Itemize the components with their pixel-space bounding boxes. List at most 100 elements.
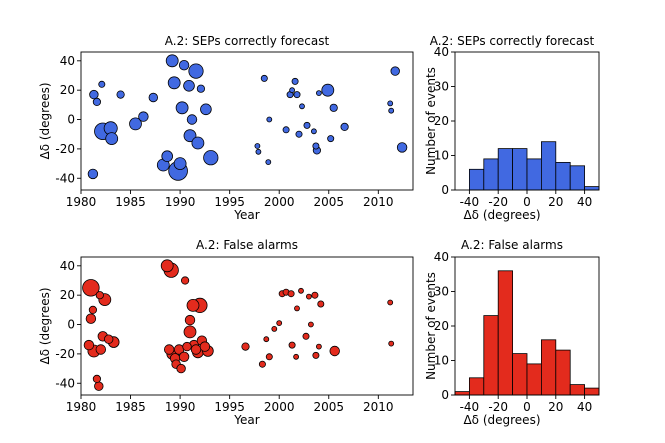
x-tick-label: 1990 — [165, 400, 196, 414]
scatter-point — [183, 80, 195, 92]
scatter-panel-seps-correct: A.2: SEPs correctly forecast Year Δδ (de… — [38, 34, 414, 222]
scatter-point — [196, 84, 205, 93]
scatter-point — [200, 103, 212, 116]
y-tick-label: 40 — [434, 250, 449, 264]
scatter-point — [83, 339, 95, 351]
scatter-point — [103, 334, 114, 344]
scatter-point — [265, 159, 272, 166]
histogram-bar — [468, 377, 485, 396]
marks-layer — [82, 259, 395, 391]
y-tick-label: 20 — [60, 288, 75, 302]
marks-layer — [87, 54, 408, 181]
x-axis-label: Δδ (degrees) — [463, 413, 540, 427]
scatter-point — [396, 142, 408, 153]
plot-frame — [80, 51, 414, 191]
y-tick-label: -40 — [55, 376, 75, 390]
scatter-point — [89, 89, 99, 100]
histogram-bar — [526, 363, 542, 396]
panel-title: A.2: SEPs correctly forecast — [430, 34, 595, 48]
scatter-point — [307, 321, 314, 328]
scatter-point — [161, 150, 174, 163]
scatter-point — [317, 300, 325, 308]
panel-title: A.2: SEPs correctly forecast — [165, 34, 330, 48]
scatter-point — [165, 54, 179, 68]
marks-layer — [454, 270, 600, 396]
scatter-point — [116, 90, 125, 99]
scatter-point — [160, 259, 174, 273]
scatter-point — [178, 351, 190, 363]
scatter-point — [241, 342, 250, 351]
x-tick-label: 2010 — [363, 400, 394, 414]
histogram-bar — [497, 270, 514, 396]
histogram-bar — [497, 148, 514, 191]
y-tick-label: 0 — [67, 113, 75, 127]
scatter-point — [303, 121, 311, 129]
y-tick-label: 20 — [434, 319, 449, 333]
y-tick-label: 20 — [434, 114, 449, 128]
scatter-point — [87, 168, 99, 180]
scatter-point — [329, 345, 340, 357]
x-tick-label: 2010 — [363, 195, 394, 209]
histogram-panel-false-alarms: A.2: False alarms Δδ (degrees) Number of… — [424, 238, 600, 427]
scatter-point — [188, 63, 204, 79]
y-tick-label: 30 — [434, 285, 449, 299]
scatter-point — [287, 290, 295, 298]
scatter-point — [311, 291, 319, 299]
scatter-point — [321, 83, 335, 97]
histogram-bar — [555, 161, 571, 191]
scatter-point — [182, 341, 192, 352]
scatter-point — [315, 343, 322, 350]
histogram-bar — [584, 186, 600, 191]
scatter-point — [289, 87, 296, 94]
scatter-point — [310, 128, 317, 135]
y-tick-label: 40 — [60, 259, 75, 273]
scatter-point — [288, 341, 296, 349]
histogram-bar — [483, 158, 499, 191]
y-tick-label: -20 — [55, 347, 75, 361]
x-tick-label: 1980 — [66, 195, 97, 209]
y-axis-label: Number of events — [424, 272, 438, 380]
x-tick-label: -40 — [460, 195, 480, 209]
scatter-panel-false-alarms: A.2: False alarms Year Δδ (degrees) 1980… — [38, 238, 414, 427]
histogram-bar — [569, 165, 586, 191]
histogram-bar — [512, 148, 528, 191]
y-tick-label: 0 — [67, 318, 75, 332]
scatter-point — [92, 97, 102, 107]
scatter-point — [263, 336, 270, 343]
scatter-point — [95, 344, 107, 355]
panel-title: A.2: False alarms — [461, 238, 563, 252]
x-tick-label: -20 — [488, 400, 508, 414]
histogram-bar — [483, 315, 499, 396]
ticks-layer: 1980 1985 1990 1995 2000 2005 2010 -40 -20 0 20 40 — [55, 259, 393, 414]
x-tick-label: 0 — [523, 400, 531, 414]
scatter-point — [387, 299, 394, 306]
scatter-point — [390, 66, 400, 76]
y-axis-label: Number of events — [424, 67, 438, 175]
scatter-point — [184, 314, 196, 326]
scatter-point — [258, 360, 266, 368]
scatter-point — [186, 114, 198, 125]
x-tick-label: 2000 — [264, 195, 295, 209]
histogram-bar — [454, 391, 470, 396]
y-tick-label: 10 — [434, 149, 449, 163]
scatter-point — [95, 291, 104, 300]
scatter-point — [276, 320, 283, 327]
scatter-point — [129, 117, 142, 131]
x-tick-label: 20 — [548, 195, 563, 209]
scatter-point — [148, 92, 159, 103]
scatter-point — [302, 332, 310, 340]
y-tick-label: 0 — [441, 388, 449, 402]
scatter-point — [163, 344, 175, 355]
scatter-point — [92, 374, 102, 383]
scatter-point — [88, 305, 98, 314]
scatter-point — [282, 126, 290, 134]
scatter-point — [266, 116, 273, 123]
y-axis-label: Δδ (degrees) — [38, 287, 52, 364]
scatter-point — [176, 363, 186, 374]
x-tick-label: 0 — [523, 195, 531, 209]
y-tick-label: 20 — [60, 83, 75, 97]
x-tick-label: 40 — [577, 195, 592, 209]
histogram-panel-seps-correct: A.2: SEPs correctly forecast Δδ (degrees… — [424, 34, 600, 222]
x-axis-label: Year — [233, 413, 259, 427]
scatter-point — [190, 344, 202, 355]
